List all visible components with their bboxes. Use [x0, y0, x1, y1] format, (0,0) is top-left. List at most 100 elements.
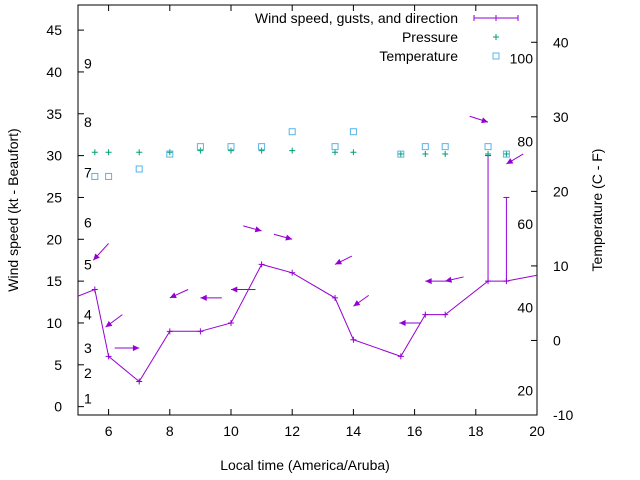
beaufort-label: 8: [84, 114, 92, 130]
temperature-point: [349, 128, 357, 136]
pressure-point: [422, 150, 429, 157]
wind-speed-point: [105, 353, 112, 360]
legend-label: Pressure: [402, 29, 458, 45]
pressure-point: [136, 149, 143, 156]
plot-area: [78, 115, 537, 385]
wind-direction-arrowhead: [353, 300, 361, 307]
wind-direction-arrowhead: [399, 319, 406, 327]
wind-direction-arrowhead: [132, 345, 140, 352]
wind-direction-arrowhead: [93, 253, 100, 261]
pressure-point: [332, 149, 339, 156]
wind-direction-arrowhead: [481, 117, 489, 124]
wind-speed-point: [397, 353, 404, 360]
temperature-point: [484, 143, 492, 151]
x-tick-label: 8: [166, 423, 174, 439]
wind-direction-arrowhead: [425, 278, 432, 285]
plot-frame: [77, 4, 538, 416]
y-left-tick-label: 30: [46, 148, 62, 164]
legend-label: Wind speed, gusts, and direction: [255, 10, 458, 26]
y-left-tick-label: 40: [46, 64, 62, 80]
x-axis-label: Local time (America/Aruba): [220, 457, 390, 473]
pressure-point: [197, 147, 204, 154]
temperature-point: [166, 150, 174, 158]
fahrenheit-label: 100: [510, 51, 534, 67]
x-tick-label: 20: [529, 423, 545, 439]
x-tick-label: 18: [468, 423, 484, 439]
wind-direction-arrowhead: [231, 286, 238, 293]
wind-speed-point: [228, 319, 234, 326]
wind-speed-point: [485, 278, 492, 285]
y-right-tick-label: 0: [553, 332, 561, 348]
y-left-tick-label: 45: [46, 22, 62, 38]
beaufort-label: 3: [84, 340, 92, 356]
y-left-tick-label: 5: [54, 357, 62, 373]
y-left-tick-label: 20: [46, 231, 62, 247]
x-tick-label: 6: [105, 423, 113, 439]
y-axis-left-label: Wind speed (kt - Beaufort): [5, 128, 21, 291]
legend-swatch-marker: [492, 52, 500, 60]
beaufort-label: 6: [84, 215, 92, 231]
wind-speed-point: [422, 311, 429, 318]
pressure-point: [442, 150, 449, 157]
wind-speed-point: [332, 294, 339, 301]
temperature-point: [91, 172, 99, 180]
beaufort-label: 7: [84, 164, 92, 180]
temperature-point: [421, 143, 429, 151]
pressure-point: [397, 150, 404, 157]
fahrenheit-scale: 20 40 60 80 100: [510, 51, 534, 399]
wind-speed-point: [442, 311, 449, 318]
y-axis-right: -10 0 10 20 30 40: [531, 34, 573, 423]
y-left-tick-label: 25: [46, 189, 62, 205]
wind-direction-arrowhead: [506, 158, 514, 164]
pressure-point: [105, 149, 112, 156]
wind-direction-arrowhead: [335, 258, 343, 265]
y-left-tick-label: 35: [46, 106, 62, 122]
wind-direction-arrowhead: [169, 292, 177, 299]
wind-speed-line: [78, 263, 537, 383]
temperature-point: [502, 150, 510, 158]
y-right-tick-label: 10: [553, 258, 569, 274]
series-layer: [78, 115, 537, 385]
fahrenheit-label: 40: [517, 300, 533, 316]
x-tick-label: 10: [223, 423, 239, 439]
fahrenheit-label: 60: [517, 216, 533, 232]
temperature-point: [135, 165, 143, 173]
pressure-point: [485, 150, 492, 157]
pressure-point: [503, 150, 510, 157]
wind-direction-arrowhead: [285, 234, 293, 241]
wind-speed-point: [197, 328, 204, 335]
beaufort-label: 1: [84, 390, 92, 406]
fahrenheit-label: 80: [517, 133, 533, 149]
beaufort-label: 4: [84, 307, 92, 323]
x-axis: 6 8 10 12 14 16 18 20: [105, 5, 545, 439]
x-tick-label: 14: [346, 423, 362, 439]
y-left-tick-label: 15: [46, 273, 62, 289]
wind-direction-arrowhead: [445, 276, 453, 283]
temperature-point: [105, 172, 113, 180]
wind-speed-point: [350, 336, 357, 343]
y-right-tick-label: 20: [553, 183, 569, 199]
wind-speed-point: [289, 269, 296, 276]
y-right-tick-label: 40: [553, 34, 569, 50]
plot-border: [77, 4, 538, 416]
pressure-point: [91, 149, 98, 156]
y-left-tick-label: 0: [54, 399, 62, 415]
legend-label: Temperature: [379, 48, 458, 64]
y-right-tick-label: 30: [553, 109, 569, 125]
pressure-point: [350, 149, 357, 156]
wind-speed-point: [258, 261, 265, 268]
temperature-point: [258, 143, 266, 151]
temperature-point: [196, 143, 204, 151]
x-tick-label: 16: [407, 423, 423, 439]
x-tick-label: 12: [284, 423, 300, 439]
wind-speed-point: [503, 278, 510, 285]
wind-speed-point: [136, 378, 143, 385]
temperature-point: [397, 150, 405, 158]
wind-direction-arrowhead: [200, 294, 207, 301]
legend: Wind speed, gusts, and direction Pressure…: [255, 10, 519, 64]
legend-swatch-marker: [473, 15, 519, 21]
temperature-point: [441, 143, 449, 151]
wind-speed-point: [91, 286, 98, 293]
y-axis-left: 0 5 10 15 20 25 30 35 40 45: [46, 22, 84, 415]
